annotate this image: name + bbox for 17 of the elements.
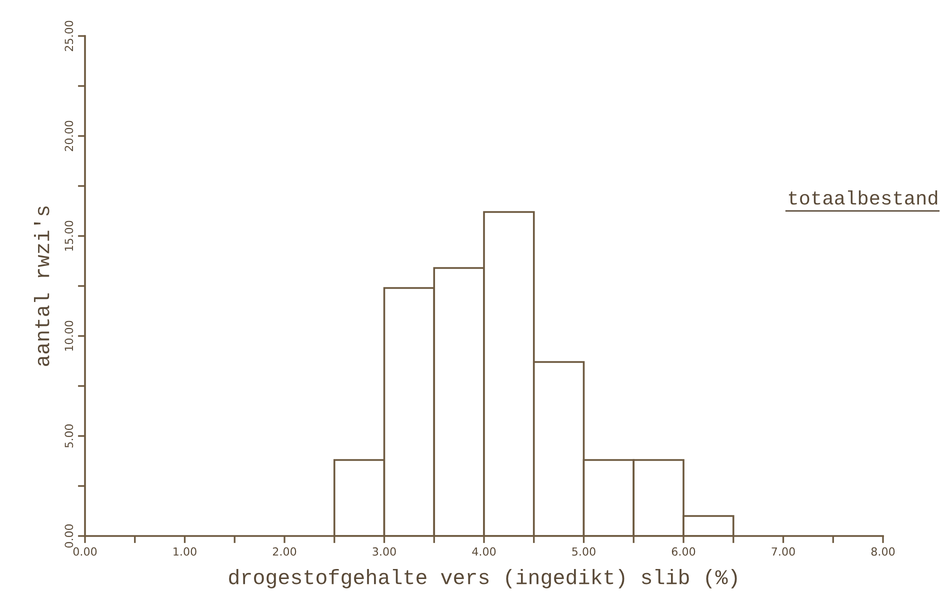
x-tick-label: 5.00 <box>572 547 596 556</box>
x-tick-label: 1.00 <box>174 547 196 556</box>
x-tick-label: 3.00 <box>372 547 396 556</box>
y-tick-label: 20.00 <box>64 120 74 152</box>
y-tick-label: 10.00 <box>64 320 74 351</box>
x-tick-label: 0.00 <box>73 547 97 556</box>
y-axis-title: aantal rwzi's <box>34 206 50 366</box>
x-tick-label: 4.00 <box>472 547 496 556</box>
x-axis-title: drogestofgehalte vers (ingedikt) slib (%) <box>229 568 737 588</box>
x-tick-label: 7.00 <box>772 547 795 556</box>
y-tick-label: 25.00 <box>64 20 74 52</box>
annotation: totaalbestand <box>788 190 938 205</box>
y-tick-label: 15.00 <box>64 220 74 251</box>
x-tick-label: 8.00 <box>871 547 895 556</box>
x-tick-label: 2.00 <box>272 547 296 556</box>
y-tick-label: 5.00 <box>64 424 74 448</box>
x-tick-label: 6.00 <box>672 547 696 556</box>
